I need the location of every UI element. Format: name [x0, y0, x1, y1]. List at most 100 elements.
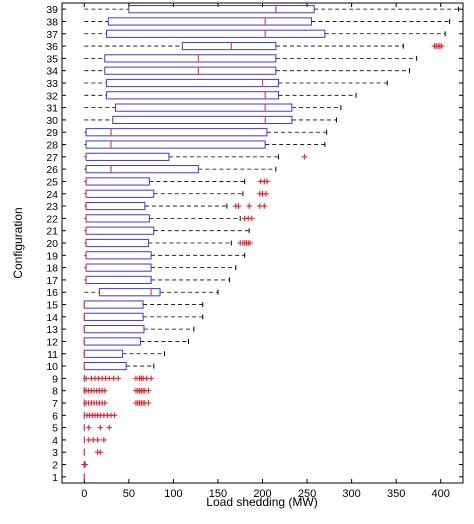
y-tick-label: 28 — [46, 140, 58, 152]
box-config-11 — [83, 349, 165, 358]
y-tick-label: 21 — [46, 226, 58, 238]
y-tick-label: 10 — [46, 361, 58, 373]
y-axis: 1234567891011121314151617181920212223242… — [46, 4, 463, 484]
box-config-21 — [84, 226, 250, 235]
box-iqr — [104, 66, 277, 75]
box-config-27 — [84, 152, 308, 161]
y-tick-label: 5 — [52, 423, 58, 435]
y-axis-title: Configuration — [11, 207, 25, 278]
y-tick-label: 25 — [46, 176, 58, 188]
y-tick-label: 2 — [52, 460, 58, 472]
y-tick-label: 3 — [52, 447, 58, 459]
y-tick-label: 11 — [47, 349, 58, 361]
y-tick-label: 1 — [52, 472, 58, 484]
outlier-point — [247, 240, 253, 246]
outlier-point — [263, 190, 269, 197]
box-config-29 — [84, 128, 328, 137]
box-iqr — [85, 128, 268, 137]
outlier-point — [101, 387, 108, 394]
y-tick-label: 37 — [46, 29, 58, 41]
box-iqr — [98, 288, 161, 297]
outlier-point — [249, 215, 255, 222]
y-tick-label: 29 — [46, 127, 58, 139]
box-config-5 — [83, 424, 113, 432]
box-config-17 — [84, 275, 231, 285]
outlier-point — [101, 437, 107, 443]
box-iqr — [114, 103, 293, 112]
outlier-point — [111, 412, 118, 419]
box-config-2 — [81, 460, 88, 469]
box-config-39 — [84, 5, 460, 14]
box-config-3 — [83, 448, 104, 456]
y-tick-label: 22 — [46, 213, 58, 225]
box-config-30 — [84, 115, 337, 125]
box-iqr — [181, 41, 277, 51]
box-iqr — [128, 5, 315, 14]
y-tick-label: 19 — [46, 250, 58, 262]
box-config-6 — [83, 411, 118, 419]
box-config-33 — [84, 78, 388, 88]
y-tick-label: 39 — [46, 4, 58, 16]
box-config-7 — [83, 399, 152, 407]
x-axis: 0 50 100 150 200 250 300 350 400 — [81, 3, 450, 500]
box-config-32 — [84, 91, 357, 100]
outlier-point — [94, 437, 101, 443]
box-iqr — [106, 91, 280, 100]
x-tick-label: 150 — [209, 488, 227, 500]
y-tick-label: 26 — [46, 164, 58, 176]
box-iqr — [112, 115, 293, 125]
outlier-point — [106, 424, 113, 431]
y-tick-label: 12 — [46, 336, 58, 348]
y-tick-label: 16 — [46, 287, 58, 299]
box-iqr — [107, 17, 313, 26]
y-tick-label: 35 — [46, 53, 58, 65]
box-config-12 — [83, 337, 190, 346]
x-axis-title: Load shedding (MW) — [206, 495, 317, 509]
outlier-point — [101, 400, 108, 406]
x-tick-label: 50 — [123, 488, 135, 500]
y-tick-label: 4 — [52, 435, 58, 447]
box-config-8 — [83, 387, 152, 395]
boxes — [81, 5, 460, 481]
y-tick-label: 38 — [46, 16, 58, 28]
box-config-28 — [84, 140, 326, 149]
box-config-18 — [84, 263, 237, 272]
box-config-25 — [84, 177, 270, 186]
x-tick-label: 100 — [164, 488, 182, 500]
box-config-9 — [83, 374, 154, 382]
x-tick-label: 250 — [298, 488, 316, 500]
box-config-15 — [83, 300, 204, 309]
box-config-14 — [83, 312, 204, 321]
outlier-point — [246, 203, 252, 209]
box-config-24 — [84, 189, 269, 198]
outlier-point — [82, 461, 88, 468]
box-config-36 — [84, 41, 445, 51]
box-iqr — [85, 165, 199, 174]
box-config-13 — [83, 325, 195, 334]
box-config-4 — [83, 436, 107, 444]
outlier-point — [97, 424, 104, 431]
y-tick-label: 9 — [52, 373, 58, 385]
y-tick-label: 36 — [46, 41, 58, 53]
y-tick-label: 14 — [46, 312, 58, 324]
outlier-point — [438, 43, 445, 49]
outlier-point — [148, 375, 154, 382]
box-config-16 — [84, 288, 219, 297]
y-tick-label: 15 — [46, 300, 58, 312]
outlier-point — [145, 387, 152, 394]
box-config-10 — [83, 361, 155, 371]
box-iqr — [106, 29, 326, 38]
box-iqr — [85, 140, 266, 149]
box-config-26 — [84, 165, 277, 174]
y-tick-label: 33 — [46, 78, 58, 90]
y-tick-label: 17 — [46, 275, 58, 287]
box-iqr — [106, 78, 280, 88]
plot-frame — [61, 2, 464, 484]
y-tick-label: 6 — [52, 410, 58, 422]
y-tick-label: 31 — [46, 103, 58, 115]
box-config-37 — [84, 29, 446, 38]
outlier-point — [235, 203, 242, 209]
y-tick-label: 8 — [52, 386, 58, 398]
y-tick-label: 20 — [46, 238, 58, 250]
